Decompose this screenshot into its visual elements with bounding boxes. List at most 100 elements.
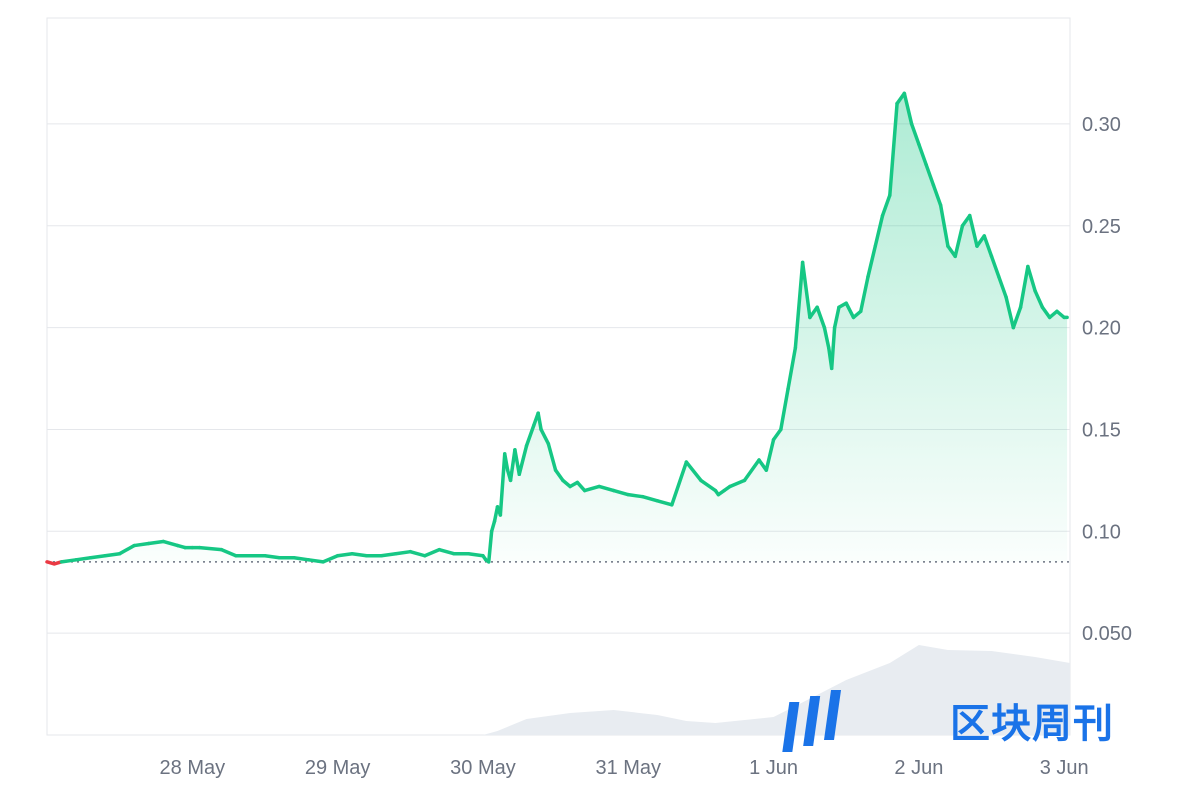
- price-segment: [117, 543, 136, 556]
- x-tick-label: 1 Jun: [749, 757, 798, 779]
- area-fill: [47, 93, 1068, 562]
- price-segment: [423, 547, 442, 558]
- price-segment: [132, 541, 151, 548]
- price-segment: [408, 549, 427, 558]
- price-segment: [953, 224, 965, 259]
- x-axis-ticks: 28 May 29 May 30 May 31 May 1 Jun 2 Jun 3 Jun: [160, 757, 1089, 779]
- price-segment: [873, 213, 885, 248]
- price-segment: [466, 551, 485, 558]
- volume-area: [47, 645, 1070, 735]
- price-area: [47, 93, 1068, 562]
- x-tick-label: 28 May: [160, 757, 226, 779]
- y-tick-label: 0.25: [1082, 216, 1121, 238]
- price-segment: [967, 213, 979, 248]
- x-tick-label: 31 May: [595, 757, 661, 779]
- price-segment: [263, 554, 282, 560]
- price-segment: [292, 556, 311, 562]
- price-segment: [641, 494, 660, 503]
- watermark-text: 区块周刊: [950, 701, 1114, 747]
- price-segment: [524, 423, 536, 448]
- price-segment: [575, 480, 587, 493]
- price-segment: [306, 558, 325, 564]
- price-segment: [859, 274, 870, 314]
- price-segment: [989, 254, 1001, 279]
- price-segment: [902, 91, 914, 126]
- price-segment: [379, 551, 398, 558]
- price-segment: [1004, 295, 1016, 330]
- price-line: [45, 91, 1069, 566]
- y-tick-label: 0.20: [1082, 318, 1121, 340]
- price-segment: [924, 162, 936, 187]
- price-segment: [982, 234, 994, 259]
- price-segment: [909, 122, 921, 147]
- price-segment: [880, 193, 892, 218]
- x-tick-label: 30 May: [450, 757, 516, 779]
- y-tick-label: 0.30: [1082, 114, 1121, 136]
- price-segment: [536, 411, 543, 432]
- price-segment: [779, 386, 790, 432]
- price-segment: [764, 437, 776, 472]
- price-segment: [742, 458, 761, 483]
- watermark-logo: 区块周刊: [782, 690, 1114, 752]
- price-segment: [800, 260, 812, 320]
- price-segment: [670, 460, 689, 507]
- price-segment: [771, 427, 783, 442]
- price-segment: [1018, 264, 1030, 309]
- price-segment: [786, 346, 798, 391]
- price-segment: [1033, 289, 1045, 309]
- price-segment: [437, 547, 456, 556]
- price-segment: [489, 519, 497, 534]
- price-segment: [546, 441, 558, 472]
- price-segment: [684, 460, 703, 483]
- y-tick-label: 0.15: [1082, 419, 1121, 441]
- price-segment: [728, 478, 747, 489]
- price-segment: [498, 452, 507, 517]
- price-segment: [1040, 305, 1052, 320]
- price-segment: [832, 305, 841, 330]
- price-segment: [793, 260, 805, 350]
- price-segment: [219, 547, 238, 558]
- price-segment: [197, 545, 224, 552]
- volume-shape: [47, 645, 1070, 735]
- x-tick-label: 2 Jun: [894, 757, 943, 779]
- price-segment: [74, 556, 93, 562]
- price-segment: [161, 539, 180, 548]
- price-segment: [335, 551, 354, 558]
- price-segment: [997, 274, 1008, 299]
- price-segment: [146, 539, 165, 546]
- price-segment: [487, 529, 494, 564]
- y-tick-label: 0.10: [1082, 521, 1121, 543]
- price-segment: [59, 558, 78, 564]
- price-segment: [1011, 305, 1023, 330]
- x-tick-label: 29 May: [305, 757, 371, 779]
- price-segment: [938, 203, 950, 248]
- price-segment: [1026, 264, 1037, 293]
- price-segment: [931, 183, 943, 208]
- price-segment: [517, 444, 529, 477]
- price-segment: [321, 554, 340, 564]
- x-tick-label: 3 Jun: [1040, 757, 1089, 779]
- price-segment: [829, 325, 837, 371]
- price-segment: [611, 488, 630, 497]
- price-segment: [917, 142, 928, 167]
- price-segment: [822, 325, 831, 350]
- price-segment: [597, 484, 616, 493]
- logo-mark-icon: [782, 690, 842, 752]
- price-segment: [539, 427, 551, 446]
- price-segment: [103, 551, 122, 558]
- price-segment: [350, 551, 369, 558]
- price-segment: [626, 492, 645, 499]
- price-segment: [655, 499, 674, 507]
- price-segment: [888, 101, 899, 197]
- price-segment: [394, 549, 413, 556]
- price-segment: [88, 554, 107, 560]
- price-segment: [582, 484, 601, 493]
- price-segment: [553, 468, 565, 483]
- price-segment: [844, 301, 856, 320]
- y-axis-ticks: 0.30 0.25 0.20 0.15 0.10 0.050: [1082, 114, 1132, 645]
- y-tick-label: 0.050: [1082, 623, 1132, 645]
- price-segment: [699, 478, 718, 493]
- price-segment: [815, 305, 827, 330]
